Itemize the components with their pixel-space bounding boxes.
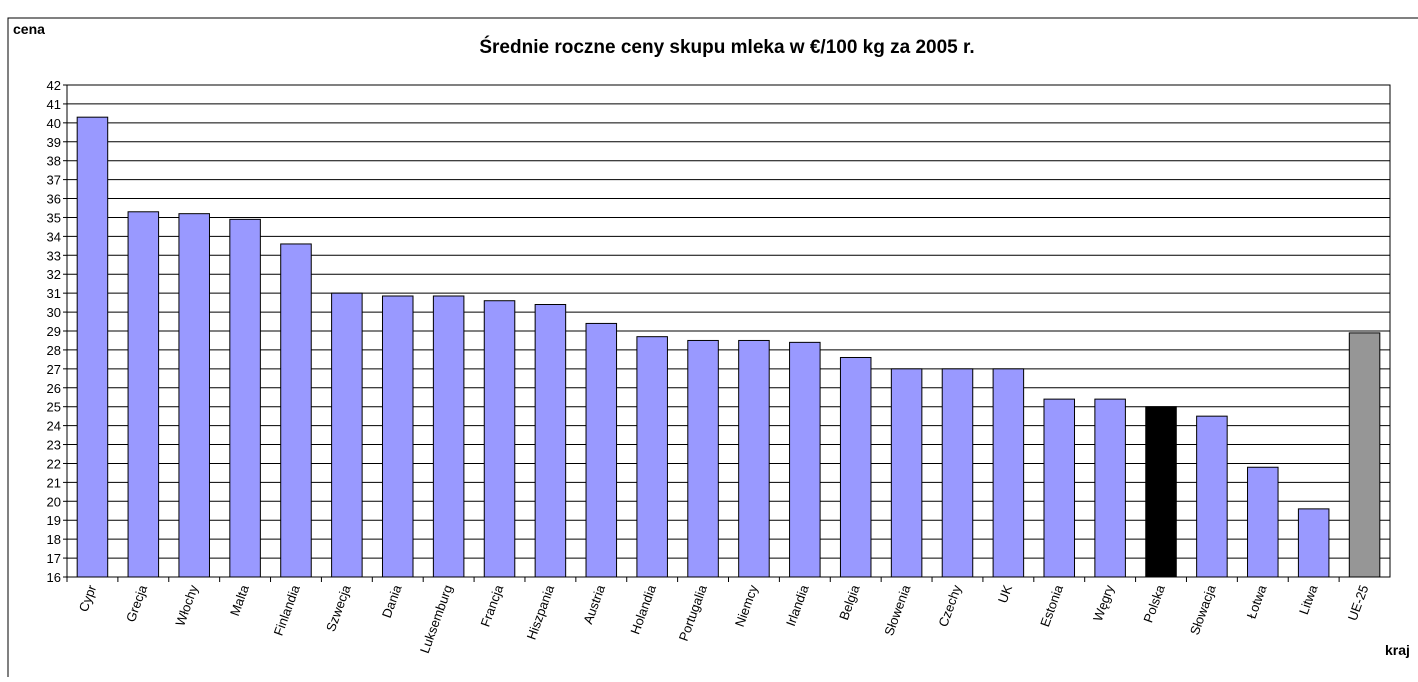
y-tick-label: 23 (47, 438, 61, 453)
y-tick-label: 31 (47, 286, 61, 301)
bar (992, 368, 1025, 578)
y-tick-label: 39 (47, 135, 61, 150)
bar (585, 322, 618, 578)
chart-frame (7, 17, 1418, 682)
x-tick-label: UK (995, 583, 1015, 605)
bar (76, 116, 109, 578)
y-tick-label: 30 (47, 305, 61, 320)
y-tick-label: 36 (47, 192, 61, 207)
x-tick-label: Irlandia (783, 582, 812, 628)
chart-title: Średnie roczne ceny skupu mleka w €/100 … (479, 36, 974, 58)
y-tick-label: 25 (47, 400, 61, 415)
y-tick-label: 42 (47, 78, 61, 93)
bar (1348, 332, 1381, 578)
bar (534, 304, 567, 578)
x-tick-label: Hiszpania (524, 582, 558, 641)
x-tick-label: Niemcy (732, 582, 761, 628)
y-tick-label: 20 (47, 494, 61, 509)
x-tick-label: Słowenia (881, 582, 913, 637)
y-tick-label: 24 (47, 419, 61, 434)
bar (941, 368, 974, 578)
x-tick-label: Belgia (836, 582, 863, 622)
x-tick-label: Francja (477, 582, 506, 629)
y-axis-label: cena (13, 21, 45, 37)
bar (331, 292, 363, 578)
x-tick-label: Luksemburg (417, 583, 456, 655)
bar (890, 368, 923, 578)
bar (1196, 415, 1228, 578)
x-tick-label: Grecja (123, 582, 150, 624)
x-tick-label: Portugalia (676, 582, 710, 643)
bar (1043, 398, 1076, 578)
y-tick-label: 26 (47, 381, 61, 396)
y-tick-label: 19 (47, 513, 61, 528)
y-tick-label: 28 (47, 343, 61, 358)
y-tick-label: 40 (47, 116, 61, 131)
x-tick-label: Austria (580, 582, 608, 626)
y-tick-label: 29 (47, 324, 61, 339)
bar (229, 218, 261, 578)
x-tick-label: Holandia (627, 582, 659, 636)
x-tick-label: Polska (1140, 582, 1168, 625)
y-tick-label: 17 (47, 551, 61, 566)
bar (127, 211, 160, 578)
y-tick-label: 16 (47, 570, 61, 585)
y-tick-label: 41 (47, 97, 61, 112)
y-tick-label: 21 (47, 475, 61, 490)
bar (178, 213, 210, 578)
y-tick-label: 27 (47, 362, 61, 377)
x-tick-label: Łotwa (1244, 582, 1270, 620)
x-tick-label: Cypr (76, 582, 100, 614)
bar (738, 339, 770, 578)
x-tick-label: Estonia (1037, 582, 1066, 629)
bar (280, 243, 312, 578)
x-tick-label: Węgry (1090, 582, 1117, 623)
bar (636, 336, 668, 578)
bar (483, 300, 516, 578)
y-tick-label: 33 (47, 248, 61, 263)
y-tick-label: 37 (47, 173, 61, 188)
x-tick-label: UE-25 (1345, 583, 1372, 623)
bar (1145, 406, 1177, 578)
bar (687, 339, 719, 578)
y-tick-label: 32 (47, 267, 61, 282)
bar (1094, 398, 1126, 578)
bar (1247, 466, 1279, 578)
x-tick-label: Malta (227, 582, 252, 618)
bar (1297, 508, 1330, 578)
x-tick-label: Słowacja (1187, 582, 1219, 637)
bar (432, 295, 465, 578)
y-tick-label: 35 (47, 210, 61, 225)
x-tick-label: Dania (379, 582, 405, 620)
x-tick-label: Finlandia (271, 582, 303, 637)
x-tick-label: Szwecja (323, 582, 354, 633)
bar (381, 295, 414, 578)
y-tick-label: 38 (47, 154, 61, 169)
y-tick-label: 34 (47, 229, 61, 244)
x-tick-label: Włochy (172, 582, 201, 628)
x-tick-label: Litwa (1296, 582, 1321, 616)
x-tick-label: Czechy (935, 582, 964, 628)
y-tick-label: 18 (47, 532, 61, 547)
x-axis-label: kraj (1385, 642, 1410, 658)
bar (789, 341, 821, 578)
y-tick-label: 22 (47, 456, 61, 471)
bar (839, 356, 872, 578)
